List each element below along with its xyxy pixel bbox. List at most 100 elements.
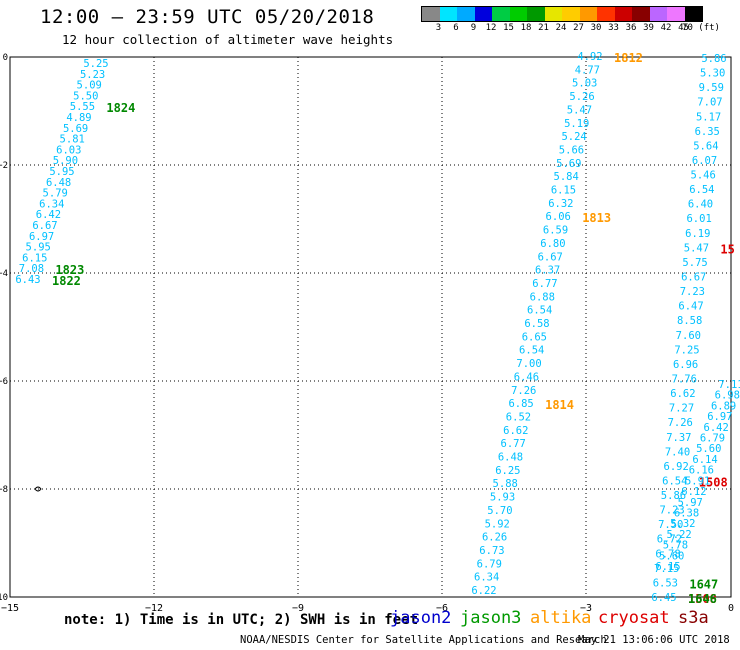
wave-height-value: 5.24 — [561, 131, 586, 143]
wave-height-value: 5.19 — [564, 118, 589, 130]
wave-height-value: 6.78 — [655, 548, 680, 560]
color-swatch — [684, 7, 702, 21]
wave-height-value: 5.69 — [556, 158, 581, 170]
wave-height-value: 6.38 — [674, 507, 699, 519]
pass-time-label: 1824 — [106, 101, 135, 115]
wave-height-value: 5.17 — [696, 111, 721, 123]
color-swatch — [474, 7, 492, 21]
wave-height-value: 6.43 — [15, 274, 40, 286]
color-scale-label: 21 — [538, 23, 549, 33]
page-subtitle: 12 hour collection of altimeter wave hei… — [62, 32, 394, 47]
wave-height-value: 5.66 — [559, 144, 584, 156]
wave-height-value: 6.79 — [700, 433, 725, 445]
wave-height-value: 5.50 — [73, 90, 98, 102]
wave-height-value: 5.70 — [487, 505, 512, 517]
wave-height-value: 6.96 — [673, 359, 698, 371]
wave-height-value: 5.60 — [696, 443, 721, 455]
wave-height-value: 7.76 — [672, 373, 697, 385]
y-tick-label: −4 — [0, 269, 8, 279]
wave-height-value: 4.89 — [66, 112, 91, 124]
x-tick-label: −3 — [580, 603, 592, 614]
color-scale-label: 42 — [660, 23, 672, 33]
wave-height-value: 7.07 — [697, 97, 722, 109]
color-scale-label: 15 — [503, 23, 514, 33]
x-tick-label: 0 — [728, 603, 734, 614]
pass-time-label: 15 — [720, 242, 734, 256]
wave-height-value: 6.45 — [651, 592, 676, 604]
credit-text: NOAA/NESDIS Center for Satellite Applica… — [240, 634, 607, 646]
color-swatch — [667, 7, 685, 21]
wave-height-value: 6.77 — [501, 438, 526, 450]
color-swatch — [562, 7, 580, 21]
wave-height-value: 5.60 — [659, 550, 684, 562]
color-scale-label: 24 — [555, 23, 567, 33]
wave-height-value: 6.48 — [46, 177, 71, 189]
wave-height-value: 6.42 — [704, 422, 729, 434]
pass-time-label: 1822 — [52, 274, 81, 288]
color-swatch — [492, 7, 510, 21]
wave-height-value: 6.52 — [506, 411, 531, 423]
wave-height-value: 7.11 — [718, 379, 740, 391]
color-swatch — [579, 7, 597, 21]
wave-height-value: 5.91 — [685, 475, 710, 487]
wave-height-value: 6.98 — [715, 390, 740, 402]
wave-height-value: 6.67 — [538, 251, 563, 263]
y-tick-label: −10 — [0, 593, 8, 603]
wave-height-value: 5.30 — [700, 68, 725, 80]
color-swatch — [597, 7, 615, 21]
color-scale-label: 33 — [608, 23, 619, 33]
legend-s3a: s3a — [678, 608, 709, 628]
wave-height-value: 6.65 — [522, 331, 547, 343]
wave-height-value: 5.86 — [701, 53, 726, 65]
wave-height-value: 9.59 — [699, 82, 724, 94]
wave-height-value: 7.26 — [511, 385, 536, 397]
y-tick-label: −8 — [0, 485, 8, 495]
wave-height-value: 7.00 — [516, 358, 541, 370]
x-tick-label: −15 — [1, 603, 19, 614]
wave-height-value: 7.23 — [680, 286, 705, 298]
wave-height-value: 5.32 — [670, 518, 695, 530]
color-swatch — [527, 7, 545, 21]
wave-height-value: 5.79 — [43, 188, 68, 200]
wave-height-value: 7.25 — [674, 344, 699, 356]
wave-height-value: 5.69 — [63, 123, 88, 135]
wave-height-value: 6.42 — [36, 209, 61, 221]
wave-height-value: 6.88 — [530, 291, 555, 303]
wave-height-value: 5.64 — [693, 140, 718, 152]
wave-height-value: 6.54 — [519, 345, 544, 357]
wave-height-value: 6.03 — [56, 144, 81, 156]
color-swatch — [457, 7, 475, 21]
wave-height-value: 4.92 — [577, 51, 602, 63]
wave-height-value: 6.48 — [498, 452, 523, 464]
wave-height-value: 6.40 — [688, 199, 713, 211]
wave-height-value: 6.01 — [686, 213, 711, 225]
footer-date: May 21 13:06:06 UTC 2018 — [578, 634, 730, 646]
color-swatch — [649, 7, 667, 21]
wave-height-value: 5.92 — [485, 518, 510, 530]
legend-jason2: jason2 — [390, 608, 452, 628]
wave-height-value: 6.26 — [482, 532, 507, 544]
wave-height-value: 6.67 — [32, 220, 57, 232]
wave-height-value: 6.15 — [22, 252, 47, 264]
wave-height-value: 5.93 — [490, 492, 515, 504]
y-tick-label: 0 — [3, 53, 8, 63]
wave-height-value: 5.81 — [60, 134, 85, 146]
pass-time-label: 1823 — [55, 263, 84, 277]
wave-height-value: 5.26 — [569, 91, 594, 103]
wave-height-value: 6.54 — [527, 305, 552, 317]
wave-height-value: 6.62 — [670, 388, 695, 400]
color-scale-bar — [421, 6, 703, 22]
legend-altika: altika — [530, 608, 592, 628]
color-scale-label: 6 — [453, 23, 459, 33]
wave-height-value: 6.47 — [678, 301, 703, 313]
wave-height-value: 5.47 — [684, 242, 709, 254]
wave-height-value: 7.23 — [659, 505, 684, 517]
wave-height-value: 7.50 — [658, 519, 683, 531]
color-scale-label: 9 — [470, 23, 477, 33]
wave-height-value: 6.80 — [540, 238, 565, 250]
x-tick-label: −12 — [145, 603, 163, 614]
color-scale-label: 27 — [573, 23, 584, 33]
wave-height-value: 5.23 — [80, 69, 105, 81]
